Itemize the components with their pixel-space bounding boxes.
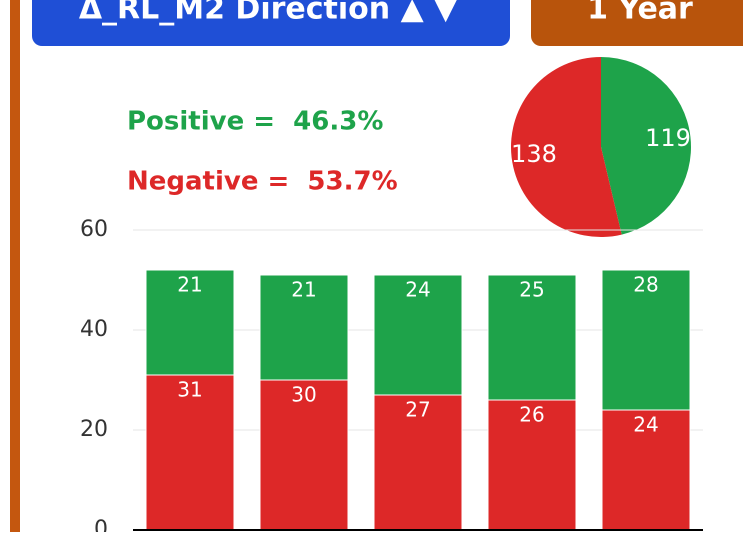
pie-label: 138 [511, 140, 557, 168]
metric-button[interactable] [32, 0, 510, 46]
period-label[interactable]: 1 Year [587, 0, 693, 27]
bar-segment [145, 269, 235, 376]
metric-title[interactable]: Δ_RL_M2 Direction ▲ ▼ [79, 0, 457, 27]
y-tick-label: 40 [80, 317, 108, 342]
bar-segment [487, 399, 577, 531]
y-tick-label: 60 [80, 217, 108, 242]
bar-segment [601, 409, 691, 531]
period-button[interactable] [531, 0, 743, 46]
bar-segment [145, 374, 235, 531]
negative-summary: Negative = 53.7% [127, 167, 398, 197]
bar-segment [601, 269, 691, 411]
bar-value-label: 28 [633, 273, 658, 297]
bar-value-label: 25 [519, 278, 544, 302]
bar-value-label: 27 [405, 398, 430, 422]
y-tick-label: 20 [80, 417, 108, 442]
bar-value-label: 24 [405, 278, 430, 302]
bar-segment [259, 379, 349, 531]
bar-value-label: 30 [291, 383, 316, 407]
positive-summary: Positive = 46.3% [127, 107, 383, 137]
side-stripe [10, 0, 20, 532]
bar-segment [259, 274, 349, 381]
bar-value-label: 31 [177, 378, 202, 402]
bar-segment [373, 274, 463, 396]
pie-label: 119 [645, 124, 691, 152]
bar-value-label: 24 [633, 413, 658, 437]
bar-value-label: 21 [291, 278, 316, 302]
pie-slice [511, 57, 622, 237]
pie-slice [601, 57, 692, 235]
bar-segment [487, 274, 577, 401]
y-tick-label: 0 [94, 517, 108, 532]
bar-value-label: 21 [177, 273, 202, 297]
bar-value-label: 26 [519, 403, 544, 427]
bar-segment [373, 394, 463, 531]
